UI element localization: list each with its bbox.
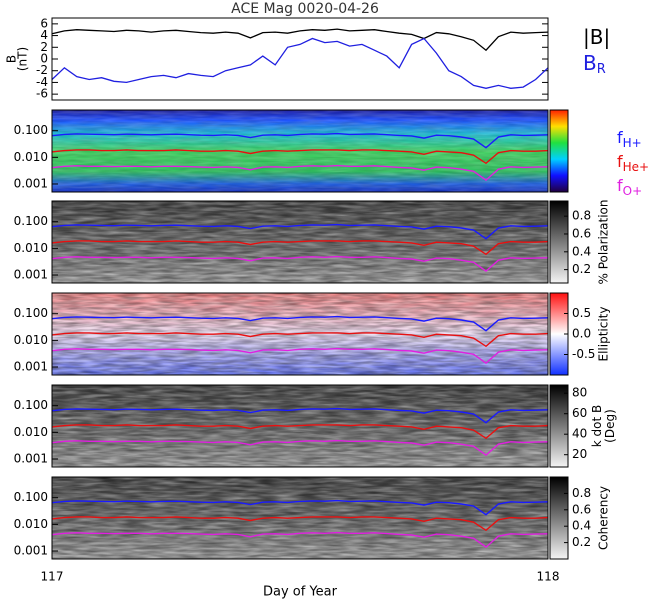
colorbar-tick-label: 80 bbox=[572, 386, 587, 400]
colorbar-tick-label: 20 bbox=[572, 447, 587, 461]
frequency-line bbox=[51, 149, 549, 165]
y-tick-label: -6 bbox=[36, 87, 48, 101]
y-axis-label: B bbox=[5, 55, 19, 63]
legend-name: B bbox=[583, 51, 597, 75]
data-line bbox=[51, 28, 549, 52]
colorbar-label: Coherency bbox=[597, 486, 611, 550]
colorbar-tick-label: 0.6 bbox=[572, 502, 591, 516]
data-line bbox=[51, 37, 549, 89]
frequency-line bbox=[51, 223, 549, 240]
legend-entry: BR bbox=[583, 51, 606, 77]
x-axis-label: Day of Year bbox=[263, 585, 338, 600]
y-tick-label: -2 bbox=[36, 63, 48, 77]
frequency-line bbox=[51, 499, 549, 516]
frequency-line bbox=[51, 407, 549, 424]
frequency-line bbox=[51, 132, 549, 149]
panel-frame bbox=[51, 17, 549, 101]
y-tick-label: 0.010 bbox=[14, 333, 48, 347]
colorbar-label: % Polarization bbox=[597, 200, 611, 285]
colorbar bbox=[549, 384, 569, 468]
y-tick-label: 0.100 bbox=[14, 306, 48, 320]
y-tick-label: 0.001 bbox=[14, 451, 48, 465]
colorbar-tick-label: 0.8 bbox=[572, 486, 591, 500]
legend-entry: fHe+ bbox=[617, 152, 649, 174]
frequency-line bbox=[51, 332, 549, 348]
y-tick-label: 0.010 bbox=[14, 150, 48, 164]
y-tick-label: 0.100 bbox=[14, 490, 48, 504]
legend-name: f bbox=[617, 152, 623, 171]
colorbar-tick-label: 60 bbox=[572, 406, 587, 420]
panel-frame bbox=[51, 476, 549, 560]
colorbar-tick-label: 0.2 bbox=[572, 535, 591, 549]
y-axis-label: (nT) bbox=[16, 47, 30, 71]
colorbar bbox=[549, 109, 569, 193]
colorbar-tick-label: 40 bbox=[572, 427, 587, 441]
colorbar-tick-label: 0.0 bbox=[572, 327, 591, 341]
frequency-line bbox=[51, 240, 549, 256]
chart-title: ACE Mag 0020-04-26 bbox=[231, 1, 379, 17]
y-tick-label: 4 bbox=[40, 28, 48, 42]
frequency-line bbox=[51, 531, 549, 548]
y-tick-label: 2 bbox=[40, 40, 48, 54]
legend-subscript: O+ bbox=[623, 184, 643, 198]
frequency-line bbox=[51, 439, 549, 456]
legend-name: f bbox=[617, 128, 623, 147]
colorbar-tick-label: 0.2 bbox=[572, 262, 591, 276]
colorbar-tick-label: 0.8 bbox=[572, 209, 591, 223]
y-tick-label: -4 bbox=[36, 75, 48, 89]
legend-subscript: R bbox=[597, 62, 606, 77]
frequency-line bbox=[51, 347, 549, 364]
y-tick-label: 0.010 bbox=[14, 241, 48, 255]
legend-subscript: H+ bbox=[623, 136, 642, 150]
legend-entry: fH+ bbox=[617, 128, 642, 150]
frequency-line bbox=[51, 164, 549, 181]
colorbar-tick-label: 0.6 bbox=[572, 226, 591, 240]
frequency-line bbox=[51, 516, 549, 532]
legend-entry: |B| bbox=[583, 25, 610, 49]
legend-name: f bbox=[617, 176, 623, 195]
y-tick-label: 0.001 bbox=[14, 359, 48, 373]
frequency-line bbox=[51, 424, 549, 440]
legend-entry: fO+ bbox=[617, 176, 642, 198]
colorbar-tick-label: 0.5 bbox=[572, 306, 591, 320]
colorbar-tick-label: 0.4 bbox=[572, 244, 591, 258]
x-tick-label: 117 bbox=[41, 570, 64, 584]
x-tick-label: 118 bbox=[537, 570, 560, 584]
y-tick-label: 0.001 bbox=[14, 176, 48, 190]
frequency-line bbox=[51, 255, 549, 272]
colorbar-tick-label: 0.4 bbox=[572, 519, 591, 533]
legend-subscript: He+ bbox=[623, 160, 649, 174]
colorbar-label: (Deg) bbox=[603, 409, 617, 443]
legend-name: |B| bbox=[583, 25, 610, 49]
y-tick-label: 0.001 bbox=[14, 267, 48, 281]
y-tick-label: 6 bbox=[40, 16, 48, 30]
panel-frame bbox=[51, 384, 549, 468]
panel-frame bbox=[51, 200, 549, 284]
panel-frame bbox=[51, 109, 549, 193]
y-tick-label: 0.010 bbox=[14, 425, 48, 439]
y-tick-label: 0.010 bbox=[14, 517, 48, 531]
y-tick-label: 0.100 bbox=[14, 214, 48, 228]
colorbar bbox=[549, 476, 569, 560]
y-tick-label: 0 bbox=[40, 52, 48, 66]
y-tick-label: 0.100 bbox=[14, 123, 48, 137]
colorbar-label: Ellipticity bbox=[597, 307, 611, 362]
colorbar bbox=[549, 200, 569, 284]
y-tick-label: 0.100 bbox=[14, 398, 48, 412]
y-tick-label: 0.001 bbox=[14, 543, 48, 557]
colorbar-label: k dot B bbox=[590, 405, 604, 447]
panel-frame bbox=[51, 292, 549, 376]
colorbar-tick-label: -0.5 bbox=[572, 347, 595, 361]
frequency-line bbox=[51, 315, 549, 332]
